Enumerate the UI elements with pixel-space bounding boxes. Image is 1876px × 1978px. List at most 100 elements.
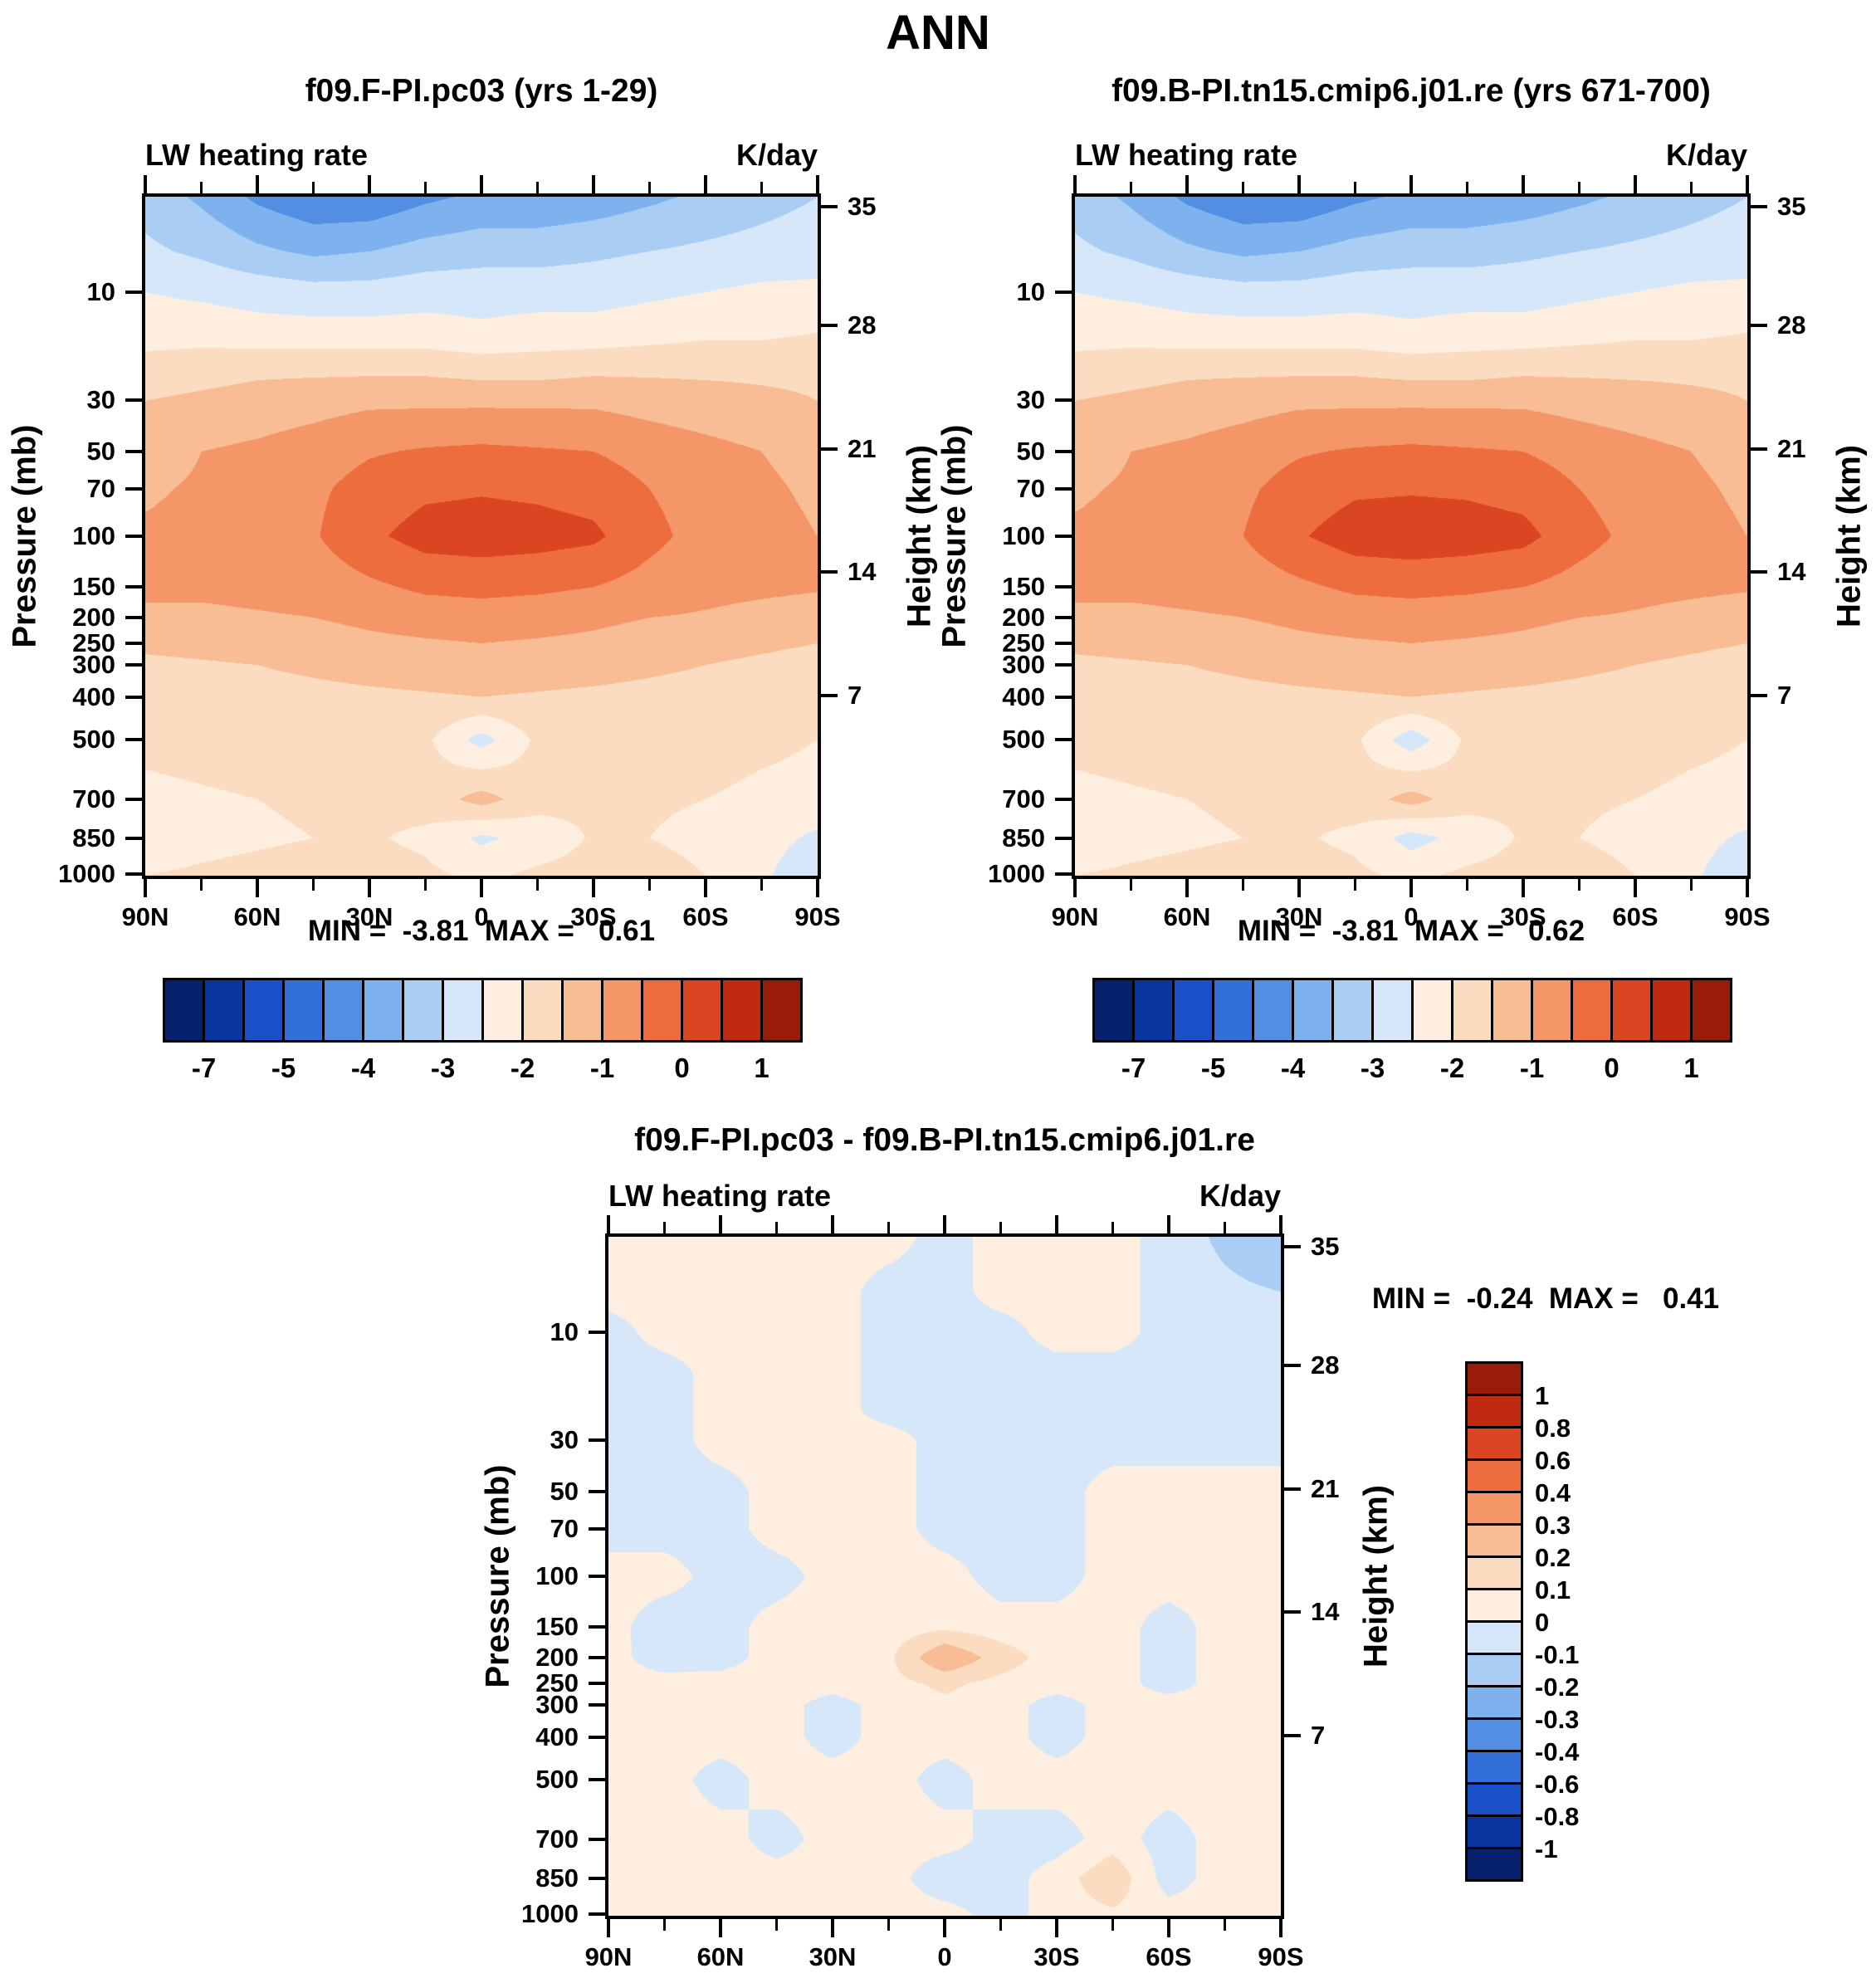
height-tick-label: 14 [1311, 1597, 1340, 1627]
axis-tick [1055, 872, 1072, 877]
pressure-tick-label: 400 [72, 681, 115, 711]
pressure-tick-label: 300 [1002, 650, 1045, 680]
axis-tick [536, 182, 539, 193]
axis-tick [1279, 1215, 1282, 1233]
colorbar-tick-label: -5 [271, 1052, 296, 1083]
colorbar-segment [364, 980, 402, 1040]
axis-tick [1690, 182, 1693, 193]
colorbar-segment [1135, 980, 1172, 1040]
colorbar-tick-label: -7 [1121, 1052, 1146, 1083]
colorbar-tick-label: -2 [510, 1052, 535, 1083]
axis-tick [1055, 616, 1072, 620]
axis-tick [663, 1222, 666, 1233]
panel-c-height-axis-label: Height (km) [1357, 1485, 1395, 1668]
panel-a-height-axis-label: Height (km) [901, 445, 938, 628]
height-tick-label: 21 [1311, 1474, 1340, 1504]
panel-a-plot [142, 193, 821, 879]
colorbar-segment [325, 980, 362, 1040]
x-tick-label: 90N [584, 1942, 633, 1971]
pressure-tick-label: 100 [72, 521, 115, 550]
height-tick-label: 21 [1777, 434, 1806, 464]
pressure-tick-label: 250 [1002, 628, 1045, 658]
x-tick-label: 90S [1258, 1942, 1304, 1971]
axis-tick [1284, 1245, 1301, 1249]
axis-tick [125, 449, 142, 453]
axis-tick [125, 290, 142, 294]
x-tick-label: 60N [1163, 902, 1211, 931]
panel-b-units: K/day [1665, 138, 1747, 172]
axis-tick [1354, 879, 1356, 891]
panel-b-minmax: MIN = -3.81 MAX = 0.62 [1237, 915, 1585, 947]
pressure-tick-label: 30 [550, 1425, 579, 1455]
colorbar-segment [444, 980, 481, 1040]
colorbar-tick-label: -0.6 [1535, 1769, 1580, 1799]
axis-tick [1055, 398, 1072, 403]
axis-tick [648, 879, 651, 891]
axis-tick [821, 324, 838, 328]
pressure-tick-label: 10 [550, 1316, 579, 1346]
colorbar-tick-label: -2 [1439, 1052, 1465, 1083]
colorbar-segment [245, 980, 282, 1040]
colorbar-tick-label: -5 [1200, 1052, 1226, 1083]
colorbar-segment [1573, 980, 1610, 1040]
panel-b-height-axis-label: Height (km) [1830, 445, 1868, 628]
colorbar-tick-label: -4 [1280, 1052, 1306, 1083]
pressure-tick-label: 400 [1002, 681, 1045, 711]
axis-tick [1522, 879, 1525, 897]
axis-tick [589, 1489, 605, 1493]
x-tick-label: 0 [1404, 902, 1419, 931]
colorbar-segment [1214, 980, 1252, 1040]
height-tick-label: 7 [848, 681, 862, 711]
axis-tick [1130, 879, 1132, 891]
pressure-tick-label: 200 [535, 1643, 579, 1673]
colorbar-tick-label: -0.2 [1535, 1672, 1580, 1702]
axis-tick [1746, 879, 1749, 897]
colorbar-segment [643, 980, 681, 1040]
axis-tick [589, 1526, 605, 1531]
colorbar-segment [1468, 1429, 1521, 1458]
axis-tick [125, 837, 142, 840]
axis-tick [607, 1215, 610, 1233]
axis-tick [589, 1912, 605, 1917]
axis-tick [760, 879, 763, 891]
axis-tick [1751, 694, 1767, 698]
axis-tick [1466, 182, 1468, 193]
colorbar-tick-label: 0 [1604, 1052, 1620, 1083]
x-tick-label: 30N [1275, 902, 1323, 931]
axis-tick [424, 182, 427, 193]
axis-tick [1055, 738, 1072, 742]
axis-tick [1111, 1919, 1114, 1931]
axis-tick [1055, 585, 1072, 589]
axis-tick [1279, 1919, 1282, 1937]
axis-tick [1297, 175, 1301, 193]
colorbar-tick-label: -1 [1519, 1052, 1545, 1083]
colorbar-segment [1468, 1785, 1521, 1814]
colorbar-segment [1468, 1461, 1521, 1491]
x-tick-label: 90N [121, 902, 169, 931]
pressure-tick-label: 50 [86, 436, 115, 466]
x-tick-label: 60S [1146, 1942, 1192, 1971]
axis-tick [1055, 798, 1072, 802]
axis-tick [125, 738, 142, 742]
colorbar-segment [1468, 1493, 1521, 1523]
pressure-tick-label: 200 [72, 603, 115, 632]
axis-tick [368, 175, 371, 193]
colorbar-segment [1468, 1720, 1521, 1750]
axis-tick [589, 1438, 605, 1443]
pressure-tick-label: 850 [72, 823, 115, 852]
axis-tick [704, 879, 707, 897]
axis-tick [831, 1919, 834, 1937]
colorbar-segment [1468, 1655, 1521, 1685]
axis-tick [1055, 663, 1072, 667]
x-tick-label: 60S [682, 902, 729, 931]
colorbar-tick-label: 0 [674, 1052, 690, 1083]
axis-tick [1284, 1734, 1301, 1738]
axis-tick [1242, 879, 1244, 891]
axis-tick [592, 175, 595, 193]
colorbar-tick-label: -1 [589, 1052, 615, 1083]
axis-tick [1055, 1215, 1058, 1233]
colorbar-tick-label: 0.2 [1535, 1542, 1571, 1572]
axis-tick [1185, 879, 1189, 897]
x-tick-label: 90S [794, 902, 841, 931]
x-tick-label: 30S [570, 902, 617, 931]
